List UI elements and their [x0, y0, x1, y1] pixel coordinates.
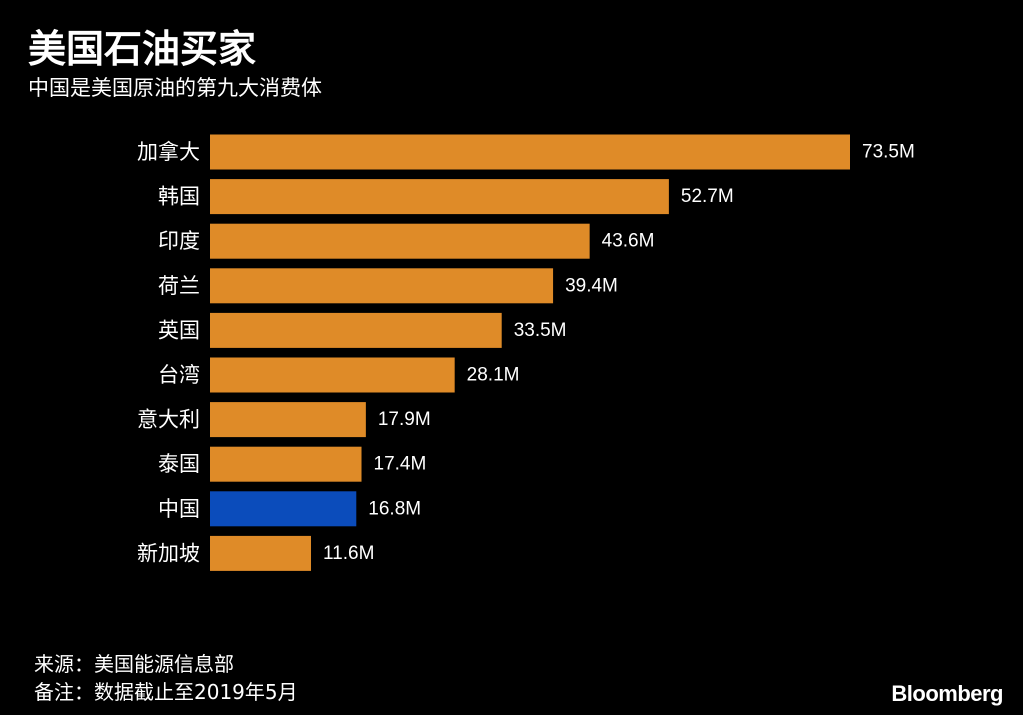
bar-chart: 加拿大 73.5M 韩国 52.7M 印度 43.6M 荷兰 39.4M 英国 33.5M 台湾 28… [137, 134, 915, 571]
data-label: 43.6M [602, 231, 655, 252]
data-label: 17.4M [374, 454, 427, 475]
bar [210, 312, 502, 348]
bar [210, 223, 590, 259]
bar [210, 268, 554, 304]
data-label: 52.7M [681, 186, 734, 207]
bar [210, 535, 312, 571]
category-label: 英国 [158, 318, 200, 342]
data-label: 28.1M [467, 365, 520, 386]
source-note: 来源：美国能源信息部 [34, 652, 234, 676]
bar [210, 179, 669, 215]
chart-title: 美国石油买家 [28, 27, 257, 71]
bloomberg-logo: Bloomberg [891, 681, 1003, 706]
data-label: 39.4M [565, 275, 618, 296]
bar-highlight [210, 491, 357, 527]
category-label: 意大利 [137, 408, 200, 432]
chart-subtitle: 中国是美国原油的第九大消费体 [28, 76, 322, 100]
data-label: 17.9M [378, 409, 431, 430]
category-label: 印度 [158, 229, 200, 253]
category-label: 韩国 [158, 185, 200, 209]
category-label: 新加坡 [137, 541, 200, 565]
bar [210, 446, 362, 482]
category-label: 荷兰 [158, 274, 200, 298]
category-label: 台湾 [158, 363, 200, 387]
data-label: 33.5M [514, 320, 567, 341]
bar [210, 402, 366, 438]
category-label: 加拿大 [137, 140, 200, 164]
data-label: 73.5M [862, 142, 915, 163]
category-label: 泰国 [158, 452, 200, 476]
category-label: 中国 [158, 497, 200, 521]
data-note: 备注：数据截止至2019年5月 [34, 680, 298, 704]
bar [210, 134, 850, 170]
data-label: 11.6M [323, 543, 374, 564]
bar [210, 357, 455, 393]
data-label: 16.8M [368, 498, 421, 519]
